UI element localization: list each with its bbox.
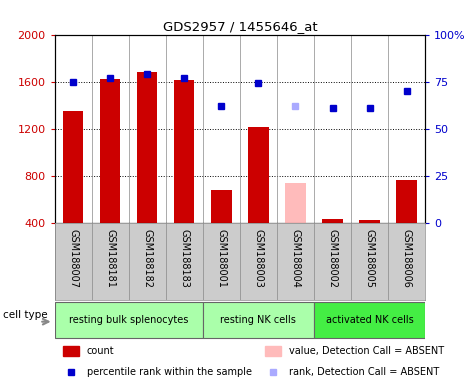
Text: GSM188005: GSM188005 bbox=[364, 229, 375, 288]
Bar bbox=[265, 346, 281, 356]
Bar bbox=[55, 301, 203, 338]
Text: percentile rank within the sample: percentile rank within the sample bbox=[87, 367, 252, 377]
Text: GSM188003: GSM188003 bbox=[253, 229, 264, 288]
Text: activated NK cells: activated NK cells bbox=[326, 314, 413, 325]
Bar bbox=[211, 190, 231, 223]
Text: cell type: cell type bbox=[3, 310, 48, 320]
Text: GSM188006: GSM188006 bbox=[401, 229, 412, 288]
Text: GSM188183: GSM188183 bbox=[179, 229, 190, 288]
Bar bbox=[174, 80, 194, 223]
Bar bbox=[63, 111, 83, 223]
Text: resting bulk splenocytes: resting bulk splenocytes bbox=[69, 314, 189, 325]
Text: GSM188002: GSM188002 bbox=[327, 229, 338, 288]
Bar bbox=[285, 183, 305, 223]
Bar bbox=[63, 346, 79, 356]
Text: GSM188181: GSM188181 bbox=[105, 229, 115, 288]
Text: GSM188001: GSM188001 bbox=[216, 229, 227, 288]
Bar bbox=[360, 220, 380, 223]
Text: count: count bbox=[87, 346, 114, 356]
Text: GSM188007: GSM188007 bbox=[68, 229, 78, 288]
Text: resting NK cells: resting NK cells bbox=[220, 314, 296, 325]
Text: value, Detection Call = ABSENT: value, Detection Call = ABSENT bbox=[289, 346, 444, 356]
Bar bbox=[137, 72, 157, 223]
Bar bbox=[314, 301, 425, 338]
Text: rank, Detection Call = ABSENT: rank, Detection Call = ABSENT bbox=[289, 367, 439, 377]
Bar bbox=[397, 180, 417, 223]
Bar bbox=[203, 301, 314, 338]
Bar bbox=[323, 219, 342, 223]
Text: GSM188182: GSM188182 bbox=[142, 229, 152, 288]
Title: GDS2957 / 1455646_at: GDS2957 / 1455646_at bbox=[162, 20, 317, 33]
Bar bbox=[100, 79, 120, 223]
Text: GSM188004: GSM188004 bbox=[290, 229, 301, 288]
Bar bbox=[248, 127, 268, 223]
